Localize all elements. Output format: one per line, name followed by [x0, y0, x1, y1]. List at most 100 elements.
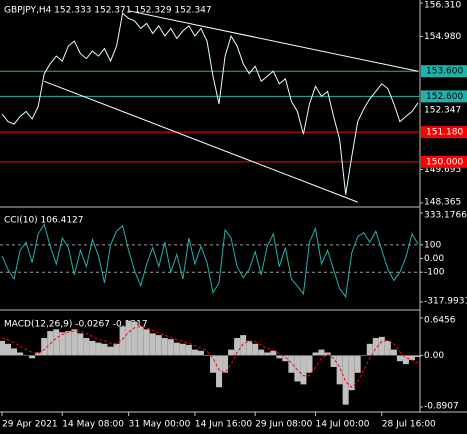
- histogram-bar: [342, 355, 349, 405]
- histogram-bar: [29, 355, 36, 359]
- histogram-bar: [17, 352, 24, 356]
- histogram-bar: [77, 333, 84, 356]
- histogram-bar: [354, 355, 361, 373]
- y-tick-label: -317.9931: [424, 297, 467, 307]
- histogram-bar: [179, 343, 186, 356]
- histogram-bar: [210, 355, 217, 373]
- x-tick-label: 14 May 08:00: [62, 420, 124, 430]
- histogram-bar: [155, 335, 162, 356]
- histogram-bar: [125, 320, 132, 356]
- histogram-bar: [366, 343, 373, 356]
- price-label-box: [421, 65, 467, 78]
- histogram-bar: [372, 338, 379, 356]
- price-label: 153.600: [426, 67, 463, 77]
- histogram-bar: [0, 340, 5, 356]
- histogram-bar: [282, 355, 289, 362]
- histogram-bar: [173, 342, 180, 356]
- histogram-bar: [11, 348, 18, 356]
- histogram-bar: [161, 338, 168, 356]
- histogram-bar: [185, 344, 192, 356]
- histogram-bar: [83, 338, 90, 356]
- histogram-bar: [312, 352, 319, 356]
- histogram-bar: [384, 340, 391, 356]
- histogram-bar: [197, 350, 204, 356]
- y-tick-label: 149.695: [424, 165, 461, 175]
- histogram-bar: [35, 352, 42, 356]
- histogram-bar: [390, 349, 397, 356]
- histogram-bar: [378, 336, 385, 356]
- histogram-bar: [107, 346, 114, 356]
- price-label: 151.180: [426, 128, 463, 138]
- y-tick-label: 100: [424, 240, 441, 250]
- x-tick-label: 31 May 00:00: [129, 420, 191, 430]
- histogram-bar: [89, 340, 96, 356]
- histogram-bar: [137, 326, 144, 356]
- histogram-bar: [306, 355, 313, 373]
- y-tick-label: 154.980: [424, 32, 461, 42]
- y-tick-label: 0.00: [424, 254, 444, 264]
- y-tick-label: 156.310: [424, 1, 461, 11]
- panel-title: MACD(12,26,9) -0.0267 -0.1317: [4, 320, 148, 330]
- histogram-bar: [41, 338, 48, 356]
- histogram-bar: [258, 349, 265, 356]
- y-tick-label: 0.6456: [424, 316, 456, 326]
- histogram-bar: [300, 355, 307, 385]
- histogram-bar: [348, 355, 355, 391]
- trendline: [44, 80, 358, 203]
- histogram-bar: [167, 339, 174, 356]
- histogram-bar: [113, 343, 120, 356]
- x-tick-label: 28 Jul 16:00: [382, 420, 436, 430]
- series-line: [1, 223, 419, 299]
- y-tick-label: -0.8907: [424, 402, 459, 412]
- histogram-bar: [336, 355, 343, 385]
- histogram-bar: [59, 332, 66, 356]
- histogram-bar: [240, 335, 247, 356]
- histogram-bar: [203, 355, 210, 356]
- histogram-bar: [288, 355, 295, 373]
- histogram-bar: [228, 349, 235, 356]
- histogram-bar: [294, 355, 301, 382]
- trendline: [128, 10, 419, 72]
- price-label: 150.000: [426, 157, 463, 167]
- y-tick-label: 148.365: [424, 198, 461, 208]
- histogram-bar: [101, 343, 108, 356]
- panel-title: CCI(10) 106.4127: [4, 216, 84, 226]
- histogram-bar: [216, 355, 223, 388]
- histogram-bar: [402, 355, 409, 365]
- price-label-box: [421, 126, 467, 139]
- x-tick-label: 14 Jul 00:00: [316, 420, 370, 430]
- histogram-bar: [53, 329, 60, 356]
- histogram-bar: [246, 340, 253, 356]
- histogram-bar: [270, 350, 277, 356]
- panel-title: GBPJPY,H4 152.333 152.371 152.329 152.34…: [4, 6, 212, 16]
- x-tick-label: 14 Jun 16:00: [195, 420, 252, 430]
- histogram-bar: [5, 343, 12, 356]
- histogram-bar: [143, 329, 150, 356]
- histogram-bar: [65, 331, 72, 356]
- y-tick-label: 0.00: [424, 351, 444, 361]
- histogram-bar: [119, 326, 126, 356]
- histogram-bar: [264, 352, 271, 356]
- histogram-bar: [71, 329, 78, 356]
- histogram-bar: [149, 333, 156, 356]
- y-tick-label: 333.1766: [424, 211, 467, 221]
- price-label-box: [421, 90, 467, 103]
- histogram-bar: [23, 355, 30, 356]
- x-tick-label: 29 Apr 2021: [2, 420, 58, 430]
- last-price-label: 152.347: [424, 105, 461, 115]
- price-label: 152.600: [426, 92, 463, 102]
- series-line: [1, 325, 419, 388]
- histogram-bar: [318, 349, 325, 356]
- histogram-bar: [276, 355, 283, 359]
- histogram-bar: [396, 355, 403, 362]
- price-label-box: [421, 155, 467, 168]
- histogram-bar: [408, 355, 415, 361]
- x-tick-label: 29 Jun 08:00: [255, 420, 312, 430]
- histogram-bar: [330, 355, 337, 367]
- histogram-bar: [415, 355, 421, 357]
- histogram-bar: [131, 321, 138, 356]
- histogram-bar: [252, 343, 259, 356]
- histogram-bar: [360, 355, 367, 356]
